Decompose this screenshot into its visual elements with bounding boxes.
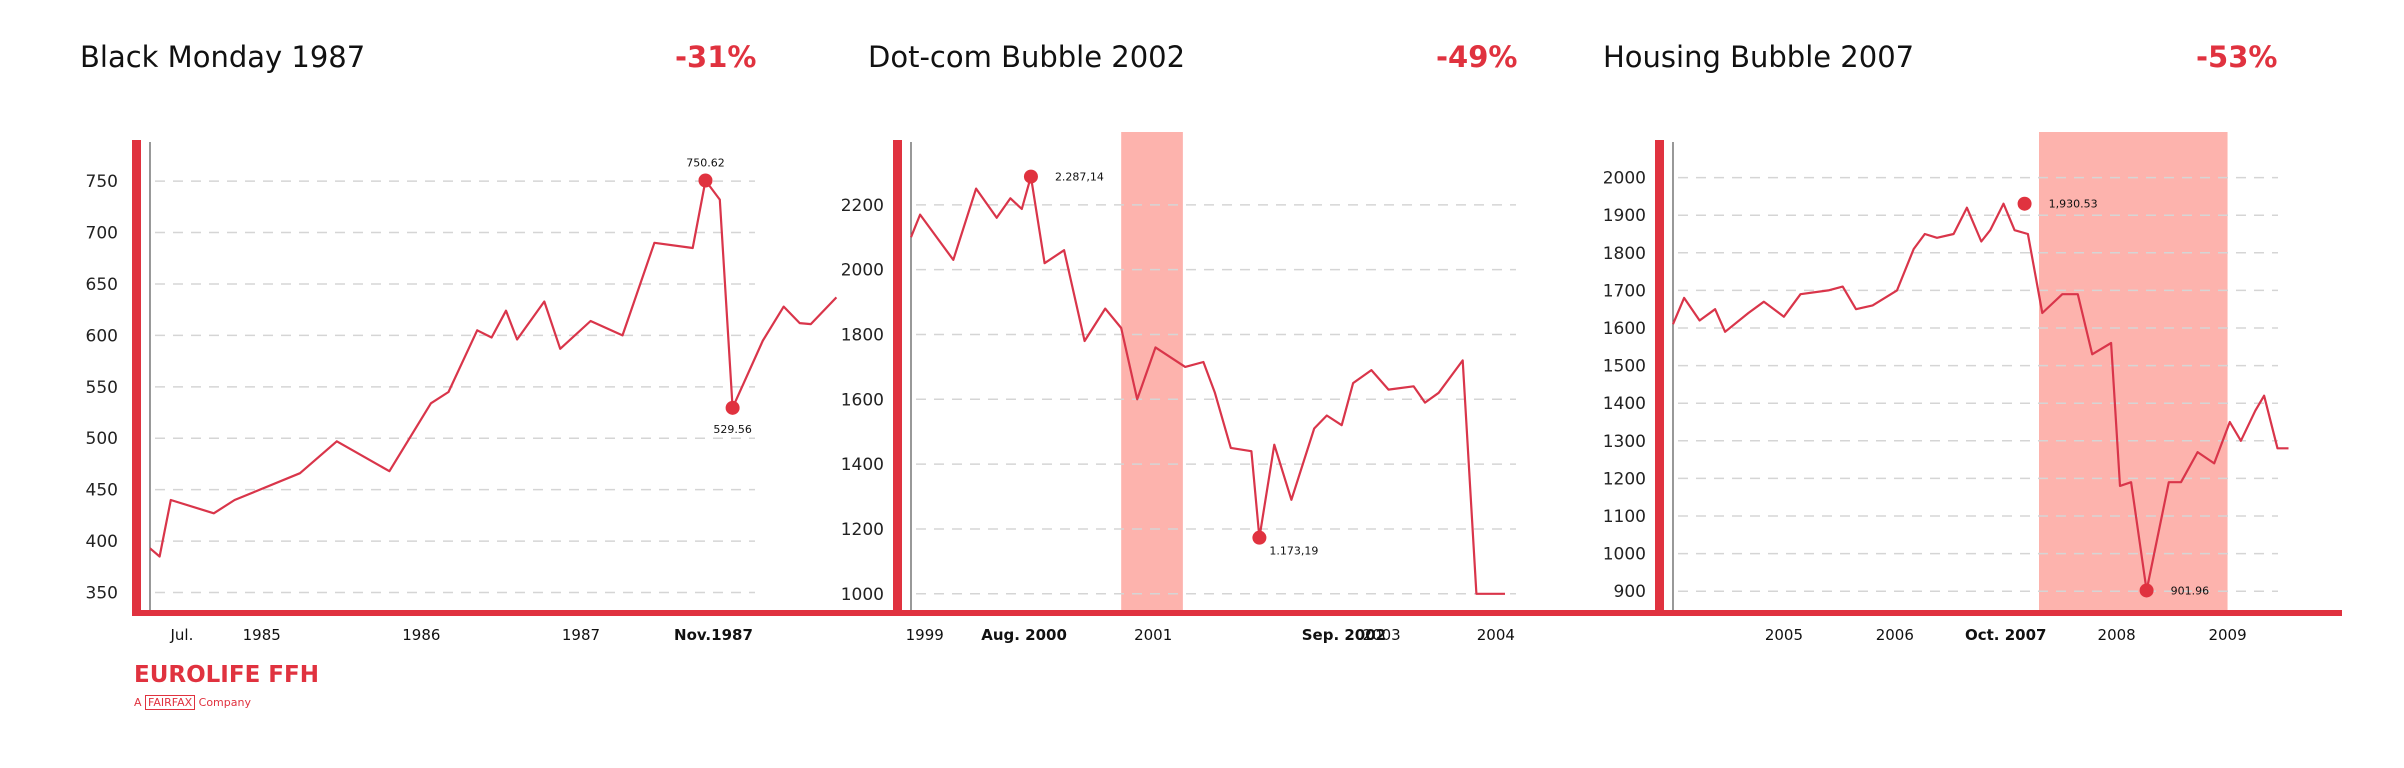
x-tick-label: 2009 (2208, 626, 2246, 644)
x-tick-label: Sep. 2002 (1302, 626, 1386, 644)
x-tick-label: Oct. 2007 (1965, 626, 2046, 644)
baseline-bar (132, 610, 2342, 616)
y-tick-label: 1500 (1603, 357, 1646, 377)
brand-tagline-prefix: A (134, 696, 142, 709)
y-tick-label: 1000 (1603, 545, 1646, 565)
y-tick-label: 1600 (841, 390, 884, 410)
y-tick-label: 550 (86, 378, 118, 398)
axis-bar (1655, 140, 1664, 616)
y-tick-label: 900 (1614, 582, 1646, 602)
chart-panel-1: 1000 1200 1400 1600 1800 2000 2200 2.287,14 1.17… (841, 140, 1516, 644)
y-tick-label: 700 (86, 224, 118, 244)
extreme-point (2139, 583, 2154, 598)
y-tick-label: 1200 (841, 520, 884, 540)
y-tick-label: 750 (86, 172, 118, 192)
extreme-point (1252, 530, 1267, 545)
series-line (909, 175, 1505, 595)
brand-tagline: A FAIRFAX Company (134, 695, 319, 710)
axis-bar (132, 140, 141, 616)
y-tick-label: 1000 (841, 585, 884, 605)
brand-tagline-suffix: Company (198, 696, 251, 709)
y-tick-label: 2000 (1603, 169, 1646, 189)
brand-logo: EUROLIFE FFH A FAIRFAX Company (134, 662, 319, 710)
chart-title-dotcom: Dot-com Bubble 2002 (868, 40, 1186, 74)
y-tick-label: 1800 (841, 325, 884, 345)
y-tick-label: 2000 (841, 261, 884, 281)
x-tick-label: Aug. 2000 (981, 626, 1067, 644)
y-tick-label: 1900 (1603, 206, 1646, 226)
y-tick-label: 600 (86, 326, 118, 346)
y-tick-label: 1700 (1603, 281, 1646, 301)
change-percent-dotcom: -49% (1436, 40, 1518, 74)
change-percent-black-monday: -31% (675, 40, 757, 74)
x-tick-label: 1985 (243, 626, 281, 644)
chart-title-black-monday: Black Monday 1987 (80, 40, 366, 74)
series-line (149, 179, 838, 558)
data-label: 529.56 (713, 423, 752, 436)
x-tick-label: 2004 (1477, 626, 1515, 644)
y-tick-label: 1200 (1603, 469, 1646, 489)
x-tick-label: 2008 (2098, 626, 2136, 644)
x-tick-label: 2005 (1765, 626, 1803, 644)
y-tick-label: 1600 (1603, 319, 1646, 339)
y-tick-label: 1400 (1603, 394, 1646, 414)
data-label: 901.96 (2171, 584, 2210, 597)
y-tick-label: 500 (86, 429, 118, 449)
x-tick-label: 2001 (1134, 626, 1172, 644)
x-tick-label: 2003 (1363, 626, 1401, 644)
x-tick-label: Jul. (169, 626, 193, 644)
series-line (1671, 202, 2289, 592)
y-tick-label: 650 (86, 275, 118, 295)
brand-tagline-boxed: FAIRFAX (145, 695, 196, 710)
change-percent-housing: -53% (2196, 40, 2278, 74)
chart-panel-0: 350 400 450 500 550 600 650 700 750 750.62 529.56 J… (86, 140, 838, 644)
y-tick-label: 450 (86, 481, 118, 501)
y-tick-label: 350 (86, 584, 118, 604)
y-tick-label: 2200 (841, 196, 884, 216)
data-label: 1,930.53 (2049, 198, 2098, 211)
axis-bar (893, 140, 902, 616)
x-tick-label: 1986 (402, 626, 440, 644)
x-tick-label: 1999 (906, 626, 944, 644)
y-tick-label: 400 (86, 532, 118, 552)
brand-name: EUROLIFE FFH (134, 662, 319, 688)
extreme-point (698, 173, 713, 188)
y-tick-label: 1300 (1603, 432, 1646, 452)
chart-title-housing: Housing Bubble 2007 (1603, 40, 1915, 74)
extreme-point (725, 400, 740, 415)
recession-shade-2 (2039, 132, 2228, 610)
chart-panel-2: 900 1000 1100 1200 1300 1400 1500 1600 1700 1800 1… (1603, 140, 2289, 644)
data-label: 750.62 (686, 157, 725, 170)
y-tick-label: 1400 (841, 455, 884, 475)
extreme-point (1023, 169, 1038, 184)
y-tick-label: 1100 (1603, 507, 1646, 527)
x-tick-label: Nov.1987 (674, 626, 753, 644)
y-tick-label: 1800 (1603, 244, 1646, 264)
x-tick-label: 1987 (562, 626, 600, 644)
data-label: 1.173,19 (1269, 545, 1318, 558)
data-label: 2.287,14 (1055, 171, 1104, 184)
x-tick-label: 2006 (1876, 626, 1914, 644)
extreme-point (2017, 196, 2032, 211)
